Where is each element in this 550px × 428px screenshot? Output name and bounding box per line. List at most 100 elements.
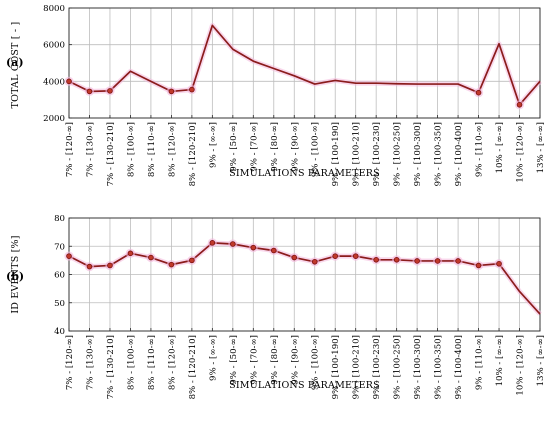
x-tick-label: 9% - [90-∞] xyxy=(290,122,300,172)
x-tick-label: 10% - [∞-∞] xyxy=(495,122,505,173)
x-tick-label: 7% - [130-∞] xyxy=(85,335,95,390)
x-tick-label: 10% - [120-∞] xyxy=(516,122,526,183)
data-point xyxy=(66,253,72,259)
y-tick-label: 4000 xyxy=(43,77,65,87)
x-tick-label: 8% - [100-∞] xyxy=(126,122,136,177)
data-point xyxy=(107,88,113,94)
data-point xyxy=(373,257,379,263)
y-axis-label: ID EVENTS [%] xyxy=(10,235,21,313)
data-point xyxy=(189,86,195,93)
x-axis-label: SIMULATIONS PARAMETERS xyxy=(229,380,380,391)
chart-panel-a: (a) 2000 4000 6000 8000 7% - [120-∞] 7% - [130… xyxy=(6,4,546,186)
x-axis-label: SIMULATIONS PARAMETERS xyxy=(229,168,380,179)
x-tick-label: 9% - [100-∞] xyxy=(311,335,321,390)
data-point xyxy=(434,258,441,264)
x-tick-label: 9% - [110-∞] xyxy=(475,335,485,390)
data-point xyxy=(475,262,482,269)
x-tick-label: 10% - [120-∞] xyxy=(516,335,526,396)
x-tick-label: 8% - [110-∞] xyxy=(147,122,157,177)
x-tick-label: 9% - [100-190] xyxy=(331,335,341,399)
data-point xyxy=(189,257,195,264)
x-tick-label: 9% - [100-210] xyxy=(352,335,362,399)
x-tick-label: 9% - [70-∞] xyxy=(249,335,259,385)
x-tick-label: 7% - [120-∞] xyxy=(65,122,75,177)
data-point xyxy=(516,102,523,108)
data-point xyxy=(250,244,257,251)
x-tick-label: 9% - [100-400] xyxy=(454,122,464,186)
x-tick-label: 8% - [110-∞] xyxy=(147,335,157,390)
data-point xyxy=(475,89,482,96)
data-point xyxy=(107,262,113,269)
x-tick-label: 9% - [100-250] xyxy=(393,122,403,186)
y-tick-label: 40 xyxy=(54,327,65,337)
panel-label: (a) xyxy=(6,56,24,69)
x-tick-label: 9% - [90-∞] xyxy=(290,335,300,385)
y-tick-label: 2000 xyxy=(43,114,65,124)
x-tick-label: 7% - [120-∞] xyxy=(65,335,75,390)
y-axis-label: TOTAL COST [ - ] xyxy=(10,22,21,109)
data-point xyxy=(393,257,400,263)
x-tick-label: 9% - [50-∞] xyxy=(229,335,239,385)
x-tick-label: 9% - [100-∞] xyxy=(311,122,321,177)
x-tick-label: 9% - [100-400] xyxy=(454,335,464,399)
series-highlight xyxy=(67,22,542,108)
data-point xyxy=(455,258,461,264)
x-tick-label: 13% - [∞-∞] xyxy=(536,122,546,173)
data-point xyxy=(168,88,175,95)
y-tick-label: 60 xyxy=(54,271,65,281)
x-tick-label: 9% - [70-∞] xyxy=(249,122,259,172)
series-highlight xyxy=(67,240,542,316)
x-tick-label: 9% - [80-∞] xyxy=(270,122,280,172)
x-tick-label: 9% - [110-∞] xyxy=(475,122,485,177)
x-tick-label: 7% - [130-210] xyxy=(106,122,116,186)
x-tick-label: 9% - [80-∞] xyxy=(270,335,280,385)
x-tick-label: 8% - [120-∞] xyxy=(167,122,177,177)
x-tick-label: 9% - [∞-∞] xyxy=(208,122,218,168)
x-tick-label: 9% - [100-300] xyxy=(413,122,423,186)
series-line xyxy=(68,24,541,106)
data-point xyxy=(291,254,298,261)
data-point xyxy=(86,263,93,270)
y-tick-label: 80 xyxy=(54,214,65,224)
x-tick-label: 8% - [120-210] xyxy=(188,335,198,399)
x-tick-label: 9% - [∞-∞] xyxy=(208,335,218,381)
x-tick-label: 9% - [100-350] xyxy=(434,122,444,186)
data-point xyxy=(352,253,359,259)
x-tick-label: 8% - [100-∞] xyxy=(126,335,136,390)
data-point xyxy=(332,253,339,259)
x-tick-label: 9% - [100-230] xyxy=(372,122,382,186)
x-tick-label: 13% - [∞-∞] xyxy=(536,335,546,386)
x-tick-label: 9% - [100-210] xyxy=(352,122,362,186)
x-tick-label: 9% - [100-350] xyxy=(434,335,444,399)
data-point xyxy=(311,258,318,265)
x-tick-label: 9% - [100-190] xyxy=(331,122,341,186)
chart-panel-b: (b) 40 50 60 70 80 7% - [120-∞] 7% - [130-∞] 7% … xyxy=(6,214,546,399)
data-point xyxy=(148,254,154,261)
data-point xyxy=(414,258,420,264)
y-tick-label: 50 xyxy=(54,299,65,309)
x-tick-label: 9% - [100-300] xyxy=(413,335,423,399)
x-tick-label: 9% - [100-250] xyxy=(393,335,403,399)
data-point xyxy=(168,261,175,268)
x-tick-label: 7% - [130-210] xyxy=(106,335,116,399)
data-point xyxy=(496,260,502,267)
data-point xyxy=(127,250,134,257)
x-tick-label: 8% - [120-210] xyxy=(188,122,198,186)
data-point xyxy=(230,241,236,247)
data-point xyxy=(270,247,277,254)
x-tick-label: 8% - [120-∞] xyxy=(167,335,177,390)
x-tick-label: 7% - [130-∞] xyxy=(85,122,95,177)
x-tick-label: 10% - [∞-∞] xyxy=(495,335,505,386)
x-tick-label: 9% - [50-∞] xyxy=(229,122,239,172)
plot-frame xyxy=(68,7,541,119)
y-tick-label: 70 xyxy=(54,242,65,252)
y-tick-label: 8000 xyxy=(43,4,65,14)
data-point xyxy=(86,88,93,95)
data-point xyxy=(209,240,216,246)
panel-label: (b) xyxy=(6,270,24,283)
data-point xyxy=(66,78,72,85)
x-tick-label: 9% - [100-230] xyxy=(372,335,382,399)
y-tick-label: 6000 xyxy=(43,41,65,51)
